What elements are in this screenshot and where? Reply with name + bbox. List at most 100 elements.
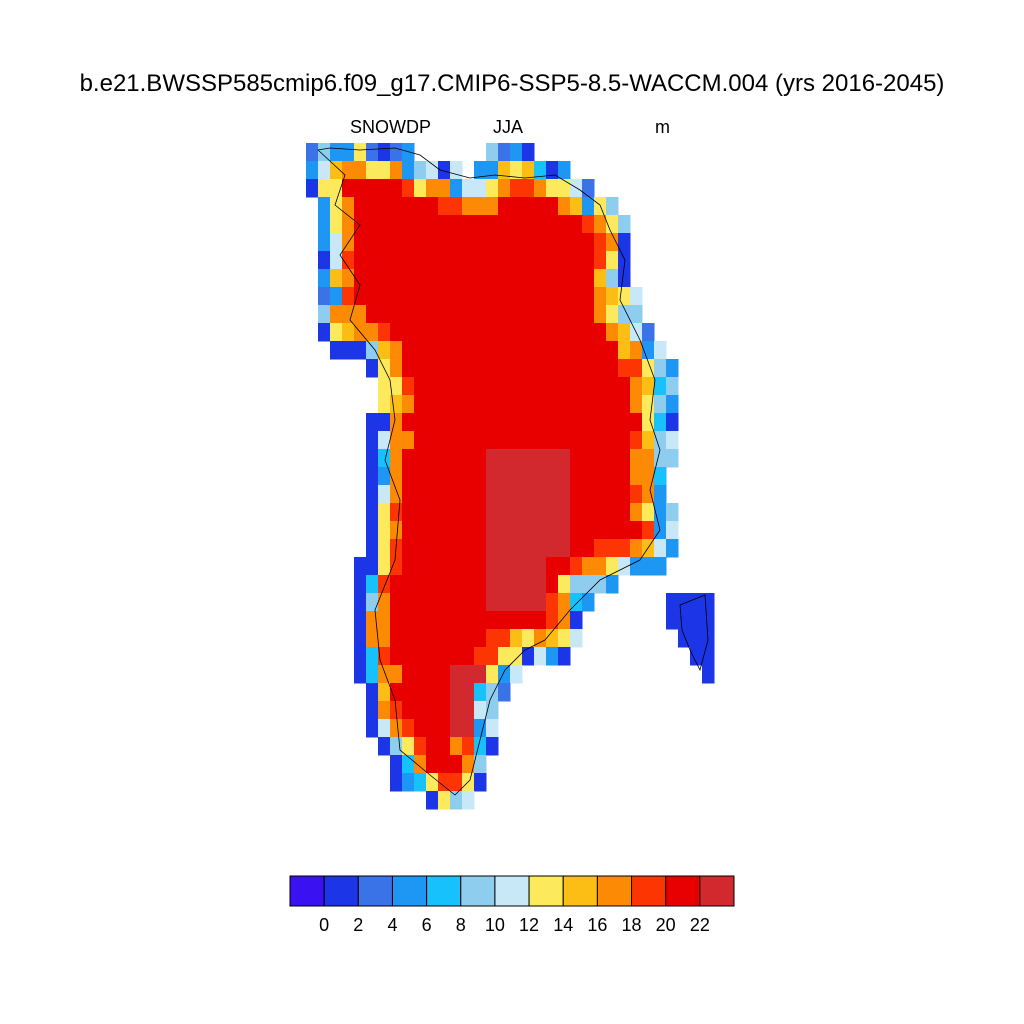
map-cell	[582, 467, 595, 486]
map-cell	[606, 449, 619, 468]
map-cell	[474, 719, 487, 738]
colorbar-tick-label: 22	[690, 915, 710, 935]
map-cell	[450, 233, 463, 252]
map-cell	[330, 305, 343, 324]
map-cell	[522, 251, 535, 270]
map-cell	[426, 161, 439, 180]
map-cell	[582, 395, 595, 414]
map-cell	[450, 251, 463, 270]
map-cell	[438, 791, 451, 810]
map-cell	[618, 539, 631, 558]
map-cell	[630, 449, 643, 468]
map-cell	[558, 611, 571, 630]
map-cell	[390, 665, 403, 684]
map-cell	[474, 611, 487, 630]
map-cell	[534, 341, 547, 360]
map-cell	[582, 251, 595, 270]
map-cell	[462, 629, 475, 648]
map-cell	[558, 215, 571, 234]
map-cell	[486, 647, 499, 666]
map-cell	[594, 557, 607, 576]
map-cell	[366, 593, 379, 612]
map-cell	[438, 647, 451, 666]
map-cell	[450, 323, 463, 342]
map-cell	[378, 593, 391, 612]
map-cell	[342, 269, 355, 288]
map-cell	[438, 161, 451, 180]
map-cell	[582, 449, 595, 468]
map-cell	[534, 467, 547, 486]
map-cell	[378, 305, 391, 324]
map-cell	[438, 215, 451, 234]
map-cell	[378, 161, 391, 180]
map-cell	[462, 737, 475, 756]
map-cell	[594, 467, 607, 486]
map-cell	[378, 629, 391, 648]
map-cell	[474, 485, 487, 504]
map-cell	[390, 575, 403, 594]
map-cell	[522, 179, 535, 198]
map-cell	[486, 431, 499, 450]
map-cell	[354, 233, 367, 252]
map-cell	[582, 215, 595, 234]
map-cell	[438, 341, 451, 360]
colorbar-tick-label: 20	[656, 915, 676, 935]
map-cell	[510, 521, 523, 540]
map-cell	[414, 557, 427, 576]
map-cell	[474, 341, 487, 360]
map-cell	[498, 557, 511, 576]
map-cell	[402, 341, 415, 360]
map-cell	[426, 539, 439, 558]
map-cell	[378, 287, 391, 306]
map-cell	[402, 539, 415, 558]
map-cell	[558, 503, 571, 522]
map-cell	[474, 413, 487, 432]
map-cell	[450, 431, 463, 450]
map-cell	[414, 575, 427, 594]
map-cell	[534, 377, 547, 396]
map-cell	[510, 539, 523, 558]
map-cell	[630, 467, 643, 486]
map-cell	[630, 503, 643, 522]
map-cell	[558, 251, 571, 270]
map-cell	[450, 665, 463, 684]
map-cell	[594, 377, 607, 396]
map-cell	[498, 215, 511, 234]
map-cell	[402, 737, 415, 756]
map-cell	[522, 575, 535, 594]
colorbar-box	[528, 875, 564, 907]
map-cell	[498, 629, 511, 648]
map-cell	[330, 161, 343, 180]
map-cell	[438, 449, 451, 468]
map-cell	[690, 629, 703, 648]
map-cell	[414, 485, 427, 504]
map-cell	[606, 359, 619, 378]
map-cell	[582, 359, 595, 378]
map-cell	[642, 377, 655, 396]
map-cell	[426, 575, 439, 594]
map-cell	[558, 179, 571, 198]
map-cell	[414, 701, 427, 720]
map-cell	[450, 521, 463, 540]
map-cell	[522, 467, 535, 486]
map-cell	[654, 359, 667, 378]
colorbar-tick-label: 6	[422, 915, 432, 935]
map-cell	[498, 341, 511, 360]
map-cell	[438, 485, 451, 504]
map-cell	[426, 215, 439, 234]
map-cell	[510, 665, 523, 684]
map-cell	[378, 503, 391, 522]
map-cell	[546, 539, 559, 558]
map-cell	[414, 323, 427, 342]
map-cell	[474, 629, 487, 648]
map-cell	[426, 593, 439, 612]
map-cell	[474, 359, 487, 378]
map-cell	[330, 233, 343, 252]
map-cell	[426, 755, 439, 774]
map-cell	[390, 593, 403, 612]
map-cell	[366, 287, 379, 306]
map-cell	[330, 251, 343, 270]
map-cell	[438, 575, 451, 594]
map-cell	[402, 449, 415, 468]
map-cell	[522, 611, 535, 630]
